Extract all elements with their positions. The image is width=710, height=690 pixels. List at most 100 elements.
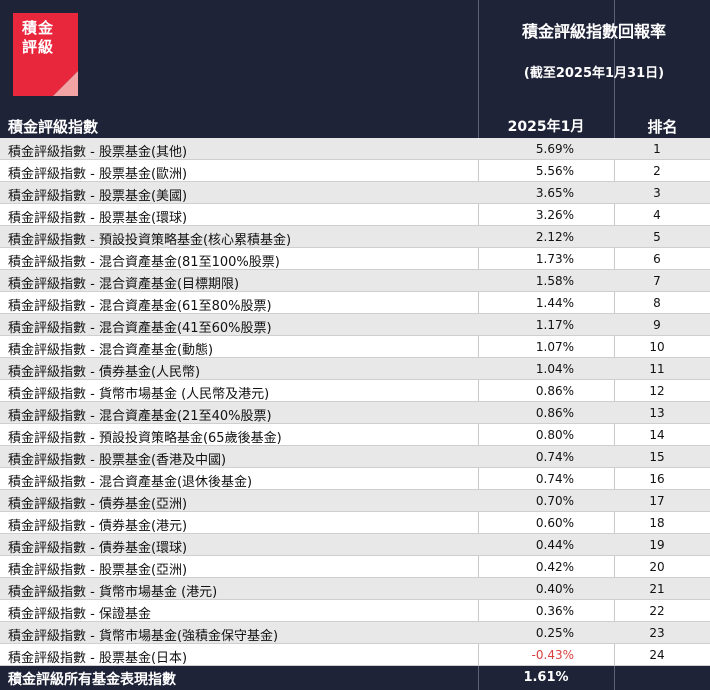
table-row: 積金評級指數 - 混合資產基金(退休後基金) 0.74% 16 [0, 468, 710, 490]
index-name: 積金評級指數 - 混合資產基金(動態) [8, 343, 214, 358]
return-value: 0.60% [535, 516, 574, 530]
rank-value: 10 [649, 340, 665, 354]
mpf-ratings-logo: 積金評級 [13, 13, 78, 96]
table-row: 積金評級指數 - 混合資產基金(動態) 1.07% 10 [0, 336, 710, 358]
return-value: 0.44% [535, 538, 574, 552]
index-name: 積金評級指數 - 混合資產基金(21至40%股票) [8, 409, 272, 424]
index-name: 積金評級指數 - 股票基金(亞洲) [8, 563, 188, 578]
return-value: -0.43% [531, 648, 574, 662]
index-name: 積金評級指數 - 股票基金(歐洲) [8, 167, 188, 182]
footer-return: 1.61% [523, 670, 569, 685]
return-value: 0.80% [535, 428, 574, 442]
column-header-rank: 排名 [647, 118, 678, 136]
return-value: 0.40% [535, 582, 574, 596]
return-value: 3.26% [535, 208, 574, 222]
rank-value: 3 [653, 186, 661, 200]
rank-value: 24 [649, 648, 665, 662]
table-row: 積金評級指數 - 混合資產基金(目標期限) 1.58% 7 [0, 270, 710, 292]
index-name: 積金評級指數 - 貨幣市場基金 (人民幣及港元) [8, 387, 270, 402]
table-row: 積金評級指數 - 債券基金(人民幣) 1.04% 11 [0, 358, 710, 380]
logo-badge-icon [13, 13, 78, 96]
table-row: 積金評級指數 - 股票基金(環球) 3.26% 4 [0, 204, 710, 226]
return-value: 0.25% [535, 626, 574, 640]
table-subtitle: (截至2025年1月31日) [523, 66, 665, 81]
index-name: 積金評級指數 - 債券基金(港元) [8, 519, 188, 534]
rank-value: 8 [653, 296, 661, 310]
header-divider [478, 0, 479, 138]
table-row: 積金評級指數 - 預設投資策略基金(核心累積基金) 2.12% 5 [0, 226, 710, 248]
rank-value: 16 [649, 472, 665, 486]
index-name: 積金評級指數 - 股票基金(香港及中國) [8, 453, 227, 468]
rank-value: 23 [649, 626, 665, 640]
return-value: 1.44% [535, 296, 574, 310]
column-divider [614, 0, 615, 690]
header-divider [614, 0, 615, 138]
table-row: 積金評級指數 - 股票基金(美國) 3.65% 3 [0, 182, 710, 204]
return-value: 5.69% [535, 142, 574, 156]
table-row: 積金評級指數 - 混合資產基金(21至40%股票) 0.86% 13 [0, 402, 710, 424]
rank-value: 4 [653, 208, 661, 222]
index-name: 積金評級指數 - 貨幣市場基金(強積金保守基金) [8, 629, 279, 644]
index-name: 積金評級指數 - 混合資產基金(目標期限) [8, 277, 240, 292]
table-row: 積金評級指數 - 債券基金(環球) 0.44% 19 [0, 534, 710, 556]
rank-value: 21 [649, 582, 665, 596]
return-value: 1.04% [535, 362, 574, 376]
rank-value: 11 [649, 362, 665, 376]
footer-index-name: 積金評級所有基金表現指數 [8, 672, 176, 688]
rank-value: 20 [649, 560, 665, 574]
logo-text: 積金評級 [22, 19, 55, 56]
rank-value: 2 [653, 164, 661, 178]
index-name: 積金評級指數 - 混合資產基金(81至100%股票) [8, 255, 280, 270]
return-value: 0.74% [535, 450, 574, 464]
return-value: 0.86% [535, 406, 574, 420]
column-header-index: 積金評級指數 [8, 118, 99, 136]
rank-value: 12 [649, 384, 665, 398]
index-name: 積金評級指數 - 股票基金(日本) [8, 651, 188, 666]
rank-value: 18 [649, 516, 665, 530]
table-header: 積金評級 積金評級指數回報率 (截至2025年1月31日) 積金評級指數 202… [0, 0, 710, 138]
return-value: 3.65% [535, 186, 574, 200]
footer-divider [478, 666, 479, 690]
return-value: 2.12% [535, 230, 574, 244]
table-footer: 積金評級所有基金表現指數 1.61% [0, 666, 710, 690]
rank-value: 7 [653, 274, 661, 288]
rank-value: 1 [653, 142, 661, 156]
table-row: 積金評級指數 - 股票基金(其他) 5.69% 1 [0, 138, 710, 160]
index-name: 積金評級指數 - 保證基金 [8, 607, 151, 622]
index-name: 積金評級指數 - 混合資產基金(退休後基金) [8, 475, 253, 490]
table-title: 積金評級指數回報率 [521, 22, 666, 41]
footer-divider [614, 666, 615, 690]
table-row: 積金評級指數 - 債券基金(亞洲) 0.70% 17 [0, 490, 710, 512]
rank-value: 19 [649, 538, 665, 552]
table-row: 積金評級指數 - 預設投資策略基金(65歲後基金) 0.80% 14 [0, 424, 710, 446]
rank-value: 14 [649, 428, 665, 442]
index-name: 積金評級指數 - 混合資產基金(61至80%股票) [8, 299, 272, 314]
table-row: 積金評級指數 - 貨幣市場基金 (港元) 0.40% 21 [0, 578, 710, 600]
table-row: 積金評級指數 - 股票基金(歐洲) 5.56% 2 [0, 160, 710, 182]
index-name: 積金評級指數 - 股票基金(美國) [8, 189, 188, 204]
return-value: 1.58% [535, 274, 574, 288]
table-body: 積金評級指數 - 股票基金(其他) 5.69% 1 積金評級指數 - 股票基金(歐洲)… [0, 138, 710, 666]
index-name: 積金評級指數 - 預設投資策略基金(核心累積基金) [8, 233, 292, 248]
column-divider [478, 0, 479, 690]
rank-value: 13 [649, 406, 665, 420]
column-header-return: 2025年1月 [507, 119, 585, 135]
index-name: 積金評級指數 - 混合資產基金(41至60%股票) [8, 321, 272, 336]
return-value: 0.42% [535, 560, 574, 574]
return-value: 1.07% [535, 340, 574, 354]
return-value: 1.17% [535, 318, 574, 332]
index-name: 積金評級指數 - 債券基金(亞洲) [8, 497, 188, 512]
table-row: 積金評級指數 - 貨幣市場基金(強積金保守基金) 0.25% 23 [0, 622, 710, 644]
index-name: 積金評級指數 - 債券基金(環球) [8, 541, 188, 556]
table-row: 積金評級指數 - 貨幣市場基金 (人民幣及港元) 0.86% 12 [0, 380, 710, 402]
return-value: 1.73% [535, 252, 574, 266]
table-row: 積金評級指數 - 混合資產基金(41至60%股票) 1.17% 9 [0, 314, 710, 336]
return-value: 0.86% [535, 384, 574, 398]
table-row: 積金評級指數 - 混合資產基金(61至80%股票) 1.44% 8 [0, 292, 710, 314]
rank-value: 15 [649, 450, 665, 464]
rank-value: 17 [649, 494, 665, 508]
rank-value: 5 [653, 230, 661, 244]
rank-value: 6 [653, 252, 661, 266]
index-name: 積金評級指數 - 債券基金(人民幣) [8, 365, 201, 380]
